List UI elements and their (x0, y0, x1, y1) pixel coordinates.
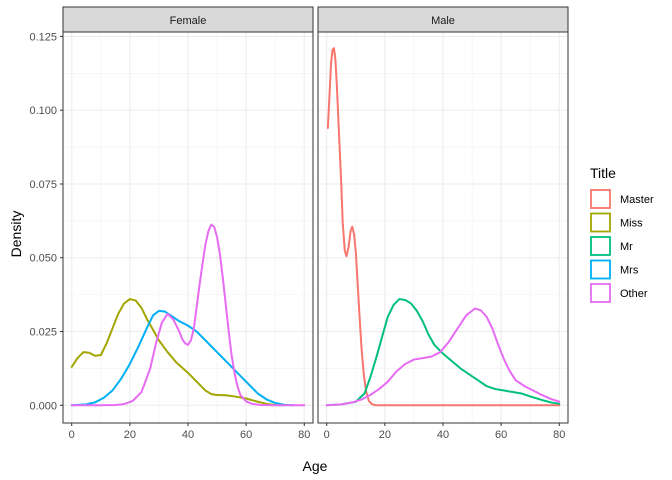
y-axis: 0.000 0.025 0.050 0.075 0.100 0.125 (29, 31, 63, 412)
x-tick-label: 60 (495, 429, 507, 441)
grid-female (63, 32, 313, 423)
x-tick-label: 0 (69, 429, 75, 441)
legend-key-miss (591, 214, 610, 232)
x-axis: 0 20 40 60 80 0 20 40 60 80 (69, 423, 566, 441)
x-tick-label: 20 (379, 429, 391, 441)
legend-key-other (591, 284, 610, 302)
y-tick-label: 0.000 (29, 400, 57, 412)
grid-male (318, 32, 568, 423)
x-tick-label: 40 (182, 429, 194, 441)
y-axis-title: Density (8, 211, 24, 258)
density-curve-master (328, 48, 559, 405)
panel-male: Male (318, 7, 568, 423)
x-tick-label: 20 (124, 429, 136, 441)
x-tick-label: 40 (437, 429, 449, 441)
legend-key-master (591, 190, 610, 208)
x-tick-label: 60 (240, 429, 252, 441)
strip-label-male: Male (431, 15, 455, 27)
legend-label-other: Other (620, 288, 648, 300)
legend-title: Title (590, 165, 616, 181)
x-axis-title: Age (303, 458, 328, 474)
y-tick-label: 0.100 (29, 105, 57, 117)
legend-label-master: Master (620, 194, 654, 206)
y-tick-label: 0.025 (29, 327, 57, 339)
panel-female: Female (63, 7, 313, 423)
legend-label-mr: Mr (620, 241, 633, 253)
x-tick-label: 80 (298, 429, 310, 441)
legend-key-mr (591, 237, 610, 255)
legend-label-mrs: Mrs (620, 265, 639, 277)
legend-key-mrs (591, 261, 610, 279)
y-tick-label: 0.050 (29, 253, 57, 265)
y-tick-label: 0.125 (29, 31, 57, 43)
density-curve-mrs (72, 311, 293, 405)
density-curve-miss (72, 299, 284, 405)
x-tick-label: 80 (553, 429, 565, 441)
legend-label-miss: Miss (620, 218, 643, 230)
x-tick-label: 0 (324, 429, 330, 441)
legend: Title Master Miss Mr Mrs Other (590, 165, 654, 302)
y-tick-label: 0.075 (29, 179, 57, 191)
strip-label-female: Female (170, 15, 207, 27)
legend-entries: Master Miss Mr Mrs Other (591, 190, 654, 302)
